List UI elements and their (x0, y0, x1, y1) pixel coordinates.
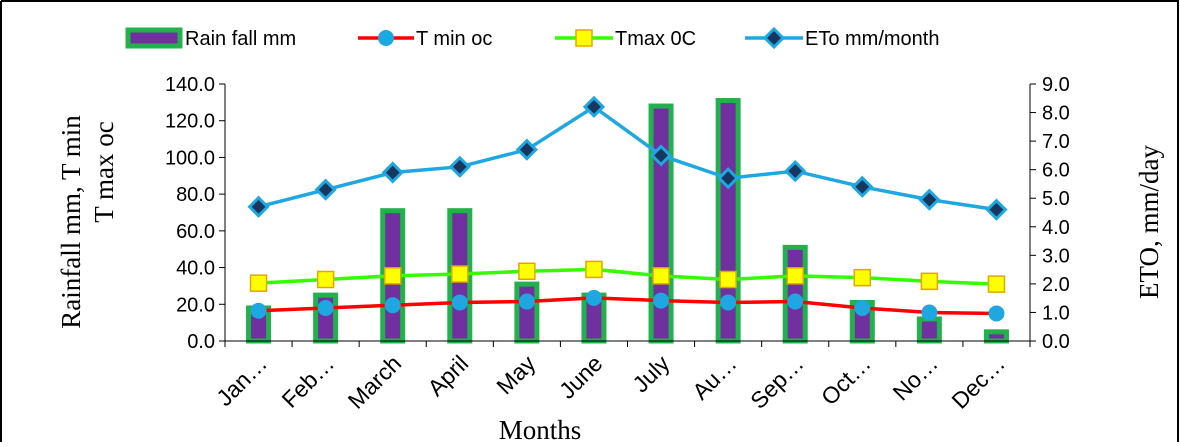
eto-mm-month-line (258, 104, 997, 212)
eto-mm-month-point (515, 138, 538, 161)
x-tick-label: Feb… (276, 350, 339, 413)
tmax-0c-point (652, 267, 670, 285)
tmax-0c-point (853, 268, 872, 287)
eto-mm-month-point (918, 188, 941, 211)
tmax-0c-point (585, 260, 603, 279)
eto-mm-month-point (381, 161, 404, 184)
x-tick-label: Jan… (211, 350, 272, 411)
legend-label-eto-mm-month: ETo mm/month (805, 28, 939, 50)
y-tick-label: 80.0 (176, 184, 215, 206)
t-min-oc-point (317, 299, 334, 316)
eto-mm-month-point (717, 167, 740, 190)
tmax-0c-point (719, 270, 737, 289)
x-tick-label: Dec… (946, 350, 1010, 414)
tmax-0c-point (451, 265, 469, 283)
y2-tick-label: 4.0 (1042, 217, 1070, 239)
y-tick-label: 100.0 (165, 147, 215, 169)
y2-tick-label: 5.0 (1042, 188, 1070, 210)
rainfall-bar (983, 329, 1009, 344)
x-tick-label: April (422, 350, 473, 401)
t-min-oc-point (384, 297, 401, 314)
x-tick-label: No… (887, 350, 942, 405)
legend-marker-eto-mm-month (762, 26, 786, 50)
y2-tick-label: 8.0 (1042, 103, 1070, 125)
legend-marker-t-min-oc (378, 30, 394, 46)
eto-mm-month-point (784, 159, 807, 183)
t-min-oc-point (653, 292, 670, 309)
tmax-0c-point (316, 270, 335, 289)
y-tick-label: 40.0 (176, 258, 215, 280)
x-tick-label: May (491, 350, 540, 399)
t-min-oc-point (854, 299, 871, 316)
x-tick-label: Au… (687, 350, 742, 405)
t-min-oc-line (258, 296, 997, 316)
eto-mm-month-point (448, 155, 471, 178)
t-min-oc-point (518, 293, 535, 310)
t-min-oc-point (250, 302, 267, 319)
eto-mm-month-point (649, 144, 673, 167)
y-tick-label: 60.0 (176, 221, 215, 243)
t-min-oc-point (585, 289, 602, 306)
eto-mm-month-point (582, 95, 606, 118)
legend: Rain fall mm T min oc Tmax 0C ETo mm/month (125, 26, 939, 50)
t-min-oc-point (451, 294, 468, 311)
y2-tick-label: 0.0 (1042, 331, 1070, 353)
x-tick-label: July (627, 350, 675, 398)
legend-swatch-rain-fall-mm (125, 27, 183, 49)
tmax-0c-point (920, 272, 939, 291)
rainfall-bar (514, 281, 540, 344)
legend-label-tmax-0c: Tmax 0C (615, 28, 696, 50)
y2-axis-label: ETO, mm/day (1134, 145, 1164, 299)
rainfall-bar (916, 316, 942, 344)
y2-tick-label: 3.0 (1042, 245, 1070, 267)
legend-label-rain-fall-mm: Rain fall mm (185, 28, 296, 50)
eto-mm-month-point (314, 178, 337, 201)
x-tick-label: Sep… (745, 350, 809, 414)
tmax-0c-point (518, 262, 536, 280)
y-axis-label-line2: T max oc (89, 121, 119, 222)
y2-tick-label: 2.0 (1042, 274, 1070, 296)
series-markers (247, 95, 1008, 322)
y-tick-label: 20.0 (176, 294, 215, 316)
tmax-0c-point (383, 267, 402, 285)
series-lines (258, 104, 997, 316)
tmax-0c-point (249, 274, 268, 292)
y2-tick-label: 9.0 (1042, 74, 1070, 96)
eto-mm-month-point (851, 175, 874, 198)
y-tick-label: 120.0 (165, 111, 215, 133)
eto-mm-month-point (985, 198, 1008, 221)
t-min-oc-point (720, 294, 737, 311)
tmax-0c-line (258, 267, 997, 286)
tmax-0c-point (786, 267, 804, 285)
tmax-0c-point (987, 275, 1006, 293)
x-tick-label: Oct… (816, 350, 876, 410)
y-tick-label: 140.0 (165, 74, 215, 96)
t-min-oc-point (988, 305, 1005, 322)
eto-mm-month-point (247, 195, 270, 218)
y-tick-label: 0.0 (187, 331, 215, 353)
y-axis-label-line1: Rainfall mm, T min (56, 115, 86, 329)
t-min-oc-point (787, 293, 804, 310)
legend-label-t-min-oc: T min oc (416, 28, 492, 50)
x-tick-label: March (343, 350, 407, 414)
y2-tick-label: 6.0 (1042, 160, 1070, 182)
t-min-oc-point (921, 304, 938, 321)
y2-tick-label: 7.0 (1042, 131, 1070, 153)
y2-tick-label: 1.0 (1042, 302, 1070, 324)
legend-marker-tmax-0c (575, 29, 593, 47)
x-tick-label: June (554, 350, 608, 404)
x-axis-label: Months (499, 415, 582, 442)
